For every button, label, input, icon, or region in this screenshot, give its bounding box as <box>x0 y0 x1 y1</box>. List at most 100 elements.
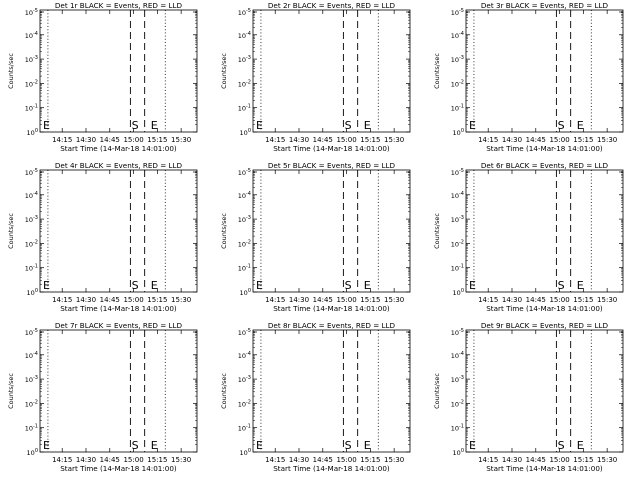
plot-frame <box>252 329 411 453</box>
y-tick-label: 10-5 <box>238 8 251 17</box>
x-axis-label: Start Time (14-Mar-18 14:01:00) <box>60 144 177 153</box>
y-axis-label: Counts/sec <box>433 53 441 89</box>
chart-panel-8: Det 8r BLACK = Events, RED = LLD 100 10-1 1… <box>220 321 411 473</box>
marker-label-e: E <box>256 119 263 132</box>
y-tick-label: 10-4 <box>451 191 464 200</box>
x-tick-label: 15:15 <box>147 296 167 304</box>
y-tick-label: 10-4 <box>451 31 464 40</box>
y-tick-label: 10-2 <box>451 79 464 88</box>
plot-frame <box>465 9 624 133</box>
marker-label-s: S <box>345 119 352 132</box>
x-tick-label: 15:00 <box>336 136 356 144</box>
x-tick-label: 14:30 <box>289 296 309 304</box>
y-tick-label: 10-5 <box>451 328 464 337</box>
y-tick-label: 10-1 <box>238 104 251 113</box>
plot-frame <box>39 169 198 293</box>
y-tick-label: 10-4 <box>238 31 251 40</box>
x-axis-label: Start Time (14-Mar-18 14:01:00) <box>273 304 390 313</box>
y-tick-label: 10-5 <box>451 168 464 177</box>
y-tick-label: 10-3 <box>238 215 251 224</box>
y-tick-label: 100 <box>240 288 251 297</box>
y-axis-label: Counts/sec <box>433 373 441 409</box>
chart-panel-4: Det 4r BLACK = Events, RED = LLD 100 10-1 1… <box>7 161 198 313</box>
x-axis-label: Start Time (14-Mar-18 14:01:00) <box>273 144 390 153</box>
y-tick-label: 10-3 <box>238 55 251 64</box>
chart-title: Det 2r BLACK = Events, RED = LLD <box>268 1 396 10</box>
marker-label-s: S <box>558 119 565 132</box>
marker-label-e: E <box>577 119 584 132</box>
marker-label-e: E <box>256 439 263 452</box>
marker-label-e: E <box>364 439 371 452</box>
y-tick-label: 100 <box>27 448 38 457</box>
y-tick-label: 10-5 <box>451 8 464 17</box>
marker-label-e: E <box>43 439 50 452</box>
marker-label-s: S <box>132 439 139 452</box>
chart-title: Det 7r BLACK = Events, RED = LLD <box>55 321 183 330</box>
y-tick-label: 100 <box>453 448 464 457</box>
x-tick-label: 15:15 <box>573 456 593 464</box>
plot-frame <box>465 169 624 293</box>
x-tick-label: 14:30 <box>76 456 96 464</box>
marker-label-e: E <box>469 119 476 132</box>
marker-label-s: S <box>558 279 565 292</box>
chart-title: Det 1r BLACK = Events, RED = LLD <box>55 1 183 10</box>
plot-frame <box>39 329 198 453</box>
chart-title: Det 8r BLACK = Events, RED = LLD <box>268 321 396 330</box>
x-tick-label: 14:45 <box>526 456 546 464</box>
x-tick-label: 15:30 <box>597 136 617 144</box>
y-tick-label: 100 <box>240 128 251 137</box>
y-tick-label: 10-2 <box>451 239 464 248</box>
chart-panel-9: Det 9r BLACK = Events, RED = LLD 100 10-1 1… <box>433 321 624 473</box>
marker-label-e: E <box>256 279 263 292</box>
y-tick-label: 10-2 <box>25 399 38 408</box>
y-tick-label: 10-1 <box>451 104 464 113</box>
y-tick-label: 10-5 <box>25 8 38 17</box>
plot-frame <box>252 9 411 133</box>
chart-title: Det 5r BLACK = Events, RED = LLD <box>268 161 396 170</box>
x-tick-label: 15:00 <box>549 136 569 144</box>
x-tick-label: 14:45 <box>100 296 120 304</box>
y-tick-label: 10-4 <box>25 351 38 360</box>
y-tick-label: 10-2 <box>25 79 38 88</box>
x-tick-label: 14:45 <box>313 136 333 144</box>
y-axis-label: Counts/sec <box>220 53 228 89</box>
x-tick-label: 15:30 <box>171 456 191 464</box>
y-tick-label: 10-2 <box>238 239 251 248</box>
chart-title: Det 9r BLACK = Events, RED = LLD <box>481 321 609 330</box>
y-axis-label: Counts/sec <box>220 373 228 409</box>
x-tick-label: 15:15 <box>360 296 380 304</box>
marker-label-e: E <box>364 279 371 292</box>
x-tick-label: 15:30 <box>384 296 404 304</box>
x-tick-label: 15:30 <box>384 456 404 464</box>
chart-panel-5: Det 5r BLACK = Events, RED = LLD 100 10-1 1… <box>220 161 411 313</box>
y-tick-label: 10-3 <box>238 375 251 384</box>
marker-label-e: E <box>469 279 476 292</box>
marker-label-e: E <box>469 439 476 452</box>
y-tick-label: 100 <box>240 448 251 457</box>
y-tick-label: 10-1 <box>25 264 38 273</box>
x-tick-label: 15:15 <box>360 136 380 144</box>
y-tick-label: 10-3 <box>25 215 38 224</box>
y-tick-label: 10-4 <box>451 351 464 360</box>
x-tick-label: 14:15 <box>52 296 72 304</box>
x-tick-label: 14:30 <box>502 296 522 304</box>
x-tick-label: 15:00 <box>549 296 569 304</box>
chart-title: Det 6r BLACK = Events, RED = LLD <box>481 161 609 170</box>
y-axis-label: Counts/sec <box>433 213 441 249</box>
y-axis-label: Counts/sec <box>7 213 15 249</box>
y-tick-label: 100 <box>27 128 38 137</box>
chart-panel-7: Det 7r BLACK = Events, RED = LLD 100 10-1 1… <box>7 321 198 473</box>
marker-label-s: S <box>132 279 139 292</box>
y-tick-label: 10-1 <box>451 424 464 433</box>
y-tick-label: 10-3 <box>25 375 38 384</box>
chart-panel-1: Det 1r BLACK = Events, RED = LLD 100 10-1 1… <box>7 1 198 153</box>
x-tick-label: 14:30 <box>289 456 309 464</box>
y-tick-label: 10-5 <box>238 168 251 177</box>
chart-panel-2: Det 2r BLACK = Events, RED = LLD 100 10-1 1… <box>220 1 411 153</box>
y-tick-label: 10-4 <box>238 351 251 360</box>
y-tick-label: 100 <box>453 288 464 297</box>
x-tick-label: 14:45 <box>313 456 333 464</box>
marker-label-e: E <box>577 279 584 292</box>
x-tick-label: 14:30 <box>76 136 96 144</box>
